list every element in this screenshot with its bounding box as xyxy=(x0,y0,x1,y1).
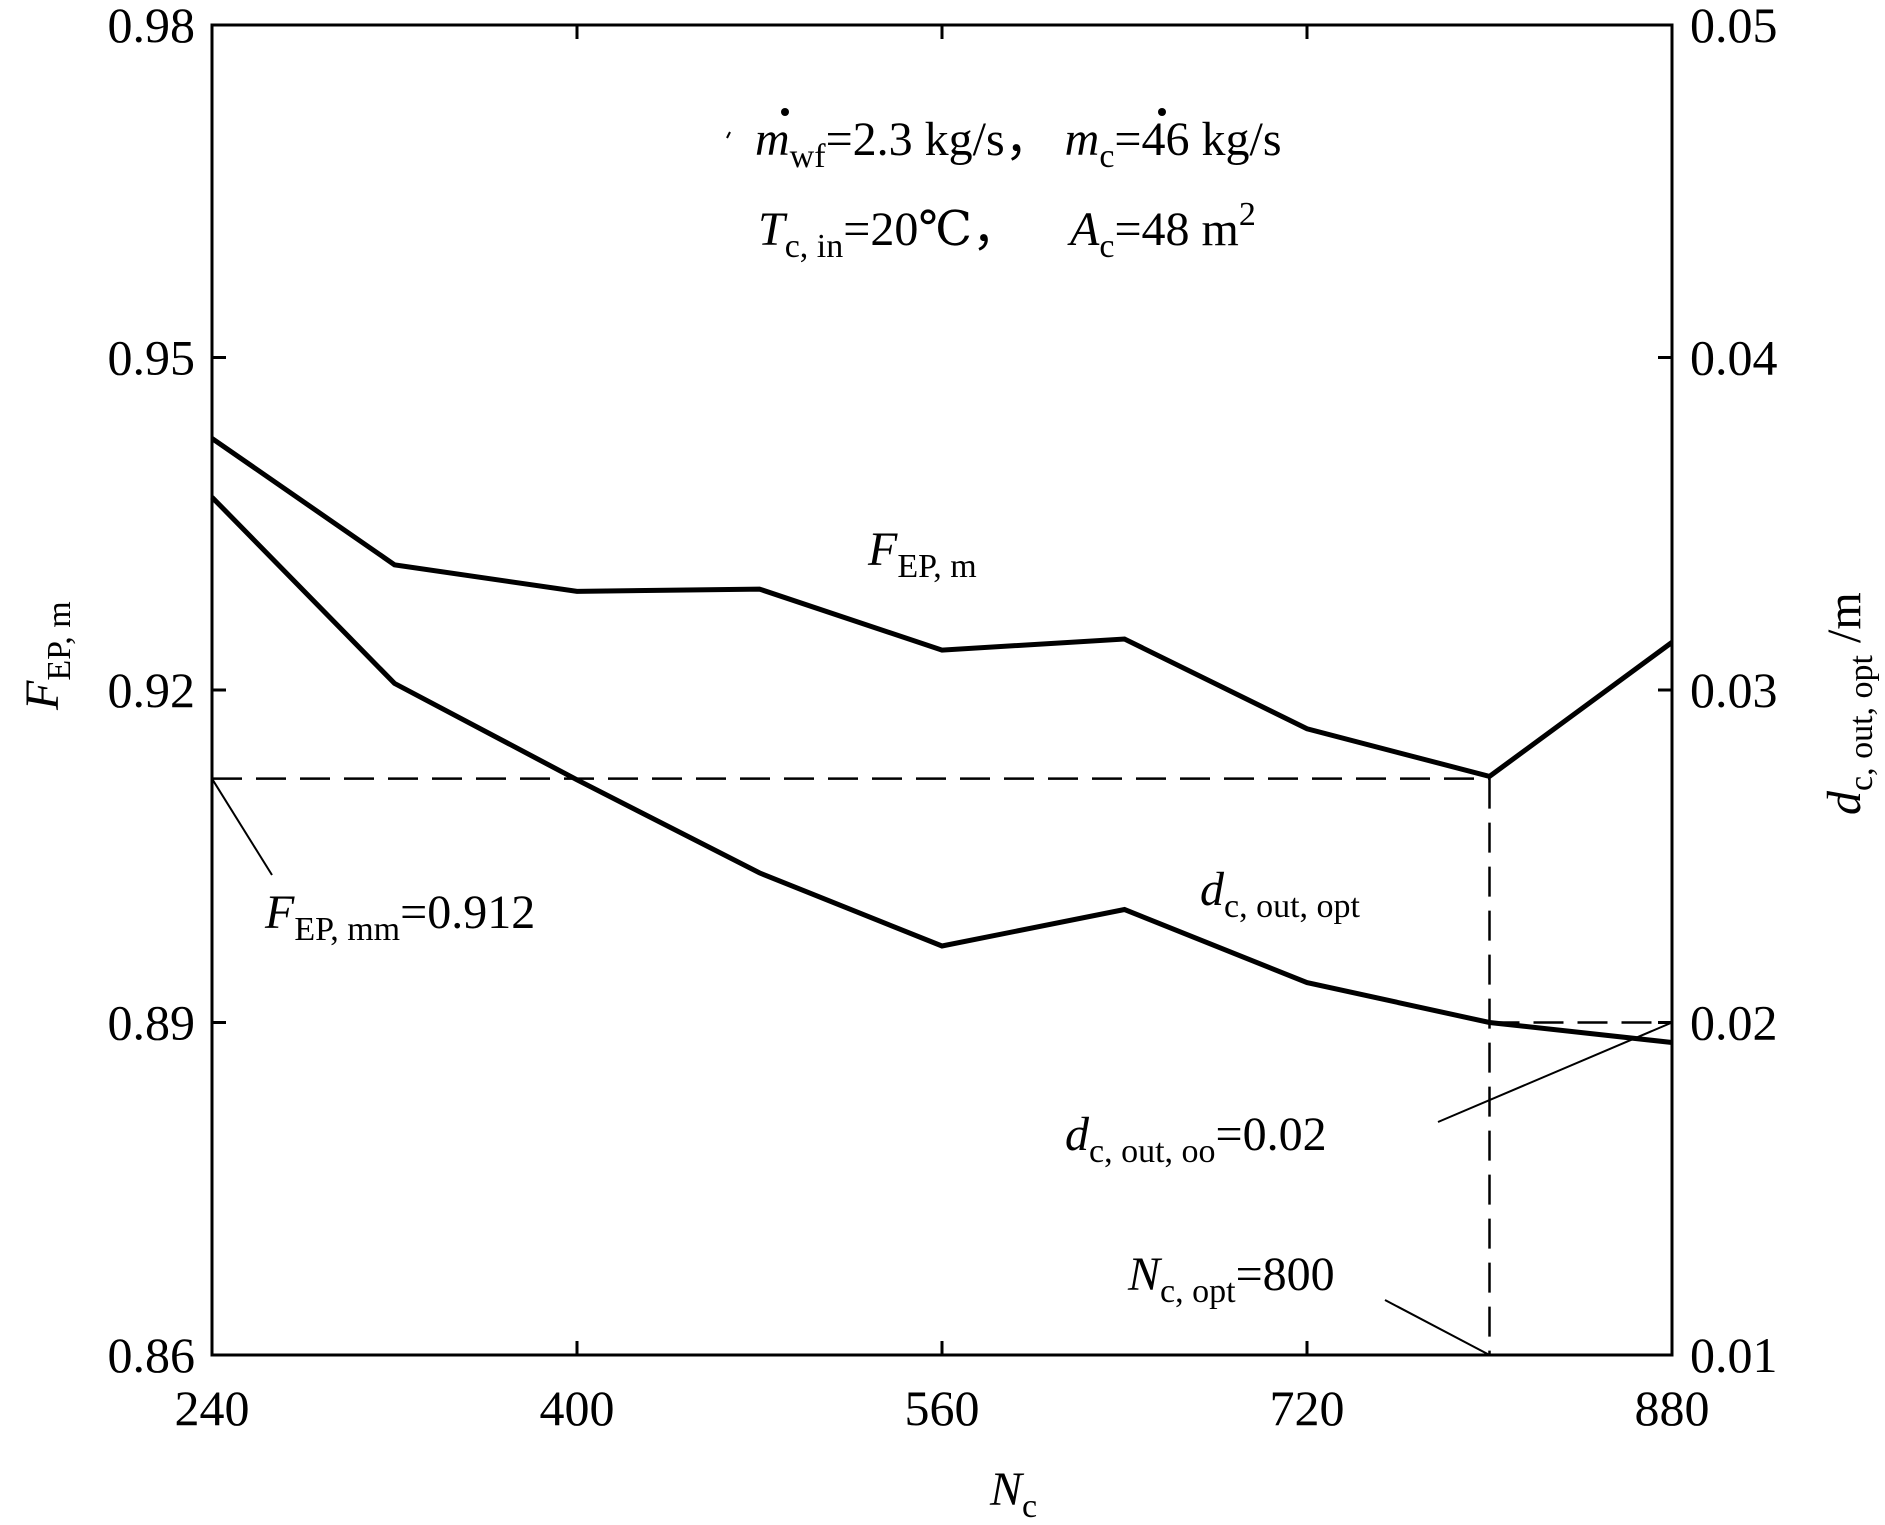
y-left-tick-label: 0.89 xyxy=(108,995,196,1051)
reference-lines xyxy=(212,777,1672,1355)
svg-text:Tc, in=20℃，Ac=48 m2: Tc, in=20℃， Ac=48 m2 xyxy=(758,196,1256,265)
n-c-opt-label: Nc, opt=800 xyxy=(1127,1248,1335,1310)
n-c-opt-leader xyxy=(1384,1299,1490,1356)
series-line-1 xyxy=(210,495,1673,1045)
svg-text:mwf=2.3 kg/s，mc=46 kg/s: mwf=2.3 kg/s， mc=46 kg/s xyxy=(755,113,1282,175)
mass-flow-c-sub: c xyxy=(1099,138,1114,175)
d-c-out-oo-leader xyxy=(1437,1021,1673,1123)
series-label-f-ep-m: FEP, m xyxy=(867,523,977,585)
leader-lines xyxy=(211,131,1673,1356)
series-label-d-c-out-opt: dc, out, opt xyxy=(1200,863,1361,925)
mass-flow-wf-sub: wf xyxy=(790,138,827,175)
x-axis-title: Nc xyxy=(989,1463,1037,1525)
temp-sub: c, in xyxy=(785,228,844,265)
f-ep-mm-leader xyxy=(211,778,273,876)
y-right-tick-label: 0.03 xyxy=(1690,662,1778,718)
x-tick-label: 720 xyxy=(1270,1380,1345,1436)
y-right-tick-label: 0.05 xyxy=(1690,0,1778,53)
y-left-axis-title: FEP, m xyxy=(16,601,78,711)
y-left-tick-label: 0.92 xyxy=(108,662,196,718)
series-layer xyxy=(210,436,1674,1045)
mass-flow-c-symbol: m xyxy=(1065,113,1100,166)
ticks-layer: 240 400 560 720 880 0.86 0.89 0.92 0.95 0.98 0.01 0… xyxy=(108,0,1778,1436)
mass-flow-c-value: =46 kg/s xyxy=(1114,113,1281,166)
y-left-tick-label: 0.95 xyxy=(108,330,196,386)
conditions-tick-mark xyxy=(726,131,731,139)
d-c-out-oo-label: dc, out, oo=0.02 xyxy=(1065,1108,1327,1170)
y-right-tick-label: 0.02 xyxy=(1690,995,1778,1051)
y-right-axis-title: dc, out, opt /m xyxy=(1818,592,1880,815)
y-right-tick-label: 0.01 xyxy=(1690,1327,1778,1383)
x-tick-label: 560 xyxy=(905,1380,980,1436)
conditions-annotation: mwf=2.3 kg/s， mc=46 kg/s Tc, in=20℃， Ac=48… xyxy=(755,108,1282,265)
area-value: =48 m xyxy=(1114,203,1238,256)
f-ep-mm-label: FEP, mm=0.912 xyxy=(264,886,535,948)
area-symbol: A xyxy=(1067,203,1100,256)
series-line-0 xyxy=(210,436,1674,780)
area-sup: 2 xyxy=(1239,196,1256,233)
y-left-tick-label: 0.86 xyxy=(108,1327,196,1383)
y-left-tick-label: 0.98 xyxy=(108,0,196,53)
mass-flow-wf-dot xyxy=(781,108,789,116)
mass-flow-wf-symbol: m xyxy=(755,113,790,166)
mass-flow-c-dot xyxy=(1158,108,1166,116)
x-tick-label: 400 xyxy=(540,1380,615,1436)
temp-symbol: T xyxy=(758,203,788,256)
x-tick-label: 880 xyxy=(1635,1380,1710,1436)
temp-value: =20℃， xyxy=(843,203,1020,256)
y-right-tick-label: 0.04 xyxy=(1690,330,1778,386)
mass-flow-wf-value: =2.3 kg/s， xyxy=(826,113,1053,166)
x-tick-label: 240 xyxy=(175,1380,250,1436)
area-sub: c xyxy=(1099,228,1114,265)
